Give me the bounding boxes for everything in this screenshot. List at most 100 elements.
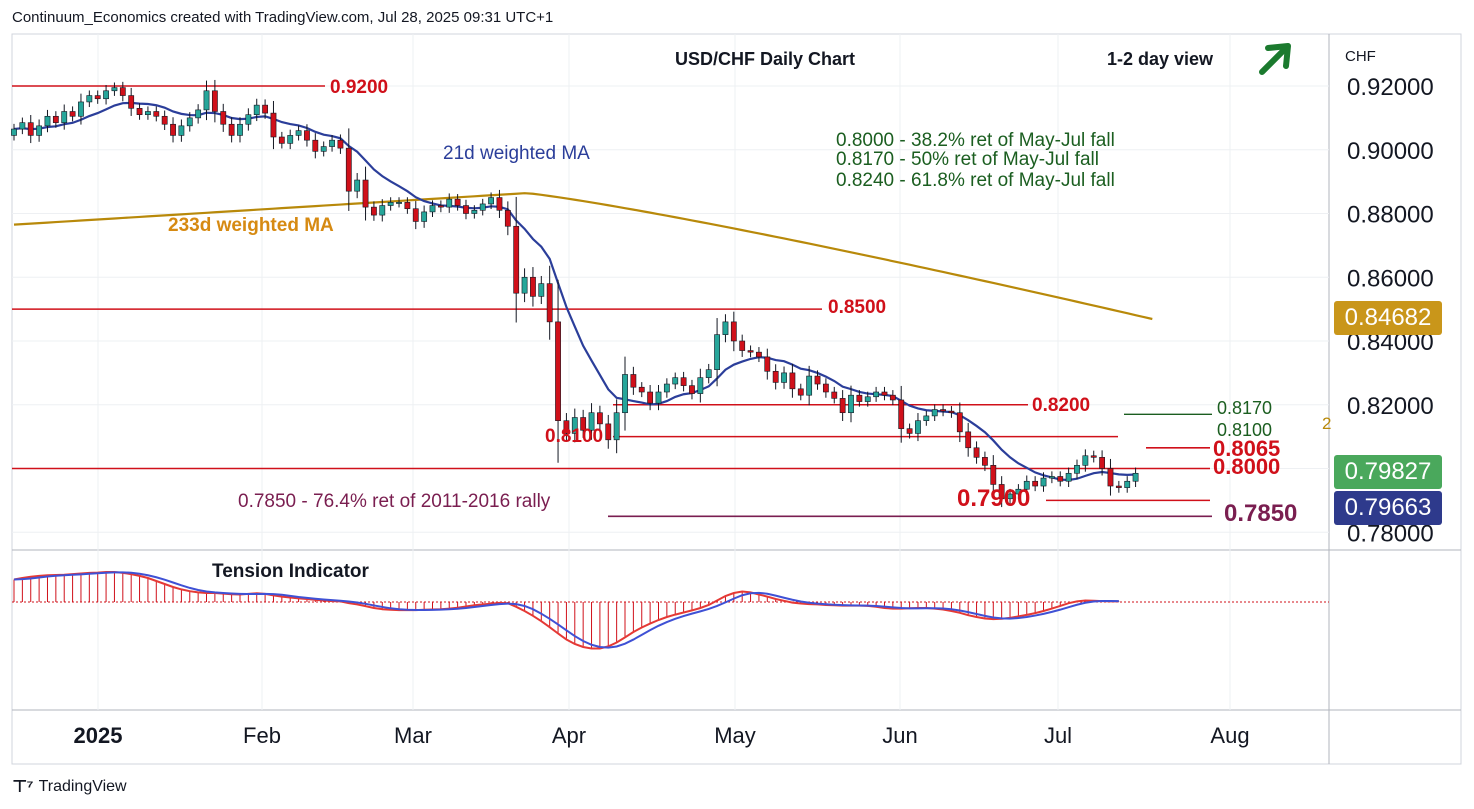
candle-body (128, 95, 135, 109)
candle-body (36, 125, 43, 136)
candle-body (998, 484, 1005, 500)
candle-body (982, 457, 988, 466)
grid-lines (12, 34, 1329, 710)
price-tick-label: 0.86000 (1347, 265, 1434, 292)
candle-body (789, 372, 796, 390)
candle-body (521, 276, 528, 294)
candle-body (555, 321, 561, 421)
candle-body (705, 369, 712, 378)
candle-body (437, 205, 444, 208)
candle-body (329, 139, 335, 147)
candle-body (488, 197, 494, 205)
time-axis: 2025 Feb Mar Apr May Jun Jul Aug (74, 723, 1250, 748)
candle-body (580, 417, 587, 431)
candle-body (772, 370, 779, 383)
candlesticks (11, 79, 1139, 508)
right-label-0.7850: 0.7850 (1224, 500, 1297, 527)
candle-body (831, 391, 838, 399)
price-label-233ma: 0.84682 (1334, 301, 1442, 335)
right-label-0.8100: 0.8100 (1217, 420, 1272, 440)
support-resistance-levels (12, 85, 1212, 518)
up-right-arrow-icon (1259, 43, 1291, 75)
candle-body (278, 136, 285, 144)
note-1: 0.8000 - 38.2% ret of May-Jul fall (836, 130, 1115, 151)
price-label-last: 0.79827 (1334, 455, 1442, 489)
candle-body (956, 412, 963, 433)
candle-body (764, 356, 771, 372)
chart-frame (11, 33, 1462, 765)
candle-body (898, 399, 905, 429)
footer-brand[interactable]: TradingView (38, 778, 127, 795)
footer: ⊤⁷ TradingView (12, 777, 127, 797)
candle-body (630, 374, 637, 388)
candle-body (797, 388, 804, 396)
right-label-0.7900: 0.7900 (957, 485, 1030, 512)
candle-body (1065, 472, 1072, 482)
indicator-slow-line (13, 571, 1119, 649)
candle-body (496, 197, 503, 211)
candle-body (596, 412, 603, 425)
time-tick-label: Jun (882, 723, 917, 748)
candle-body (781, 372, 787, 383)
price-label-21ma: 0.79663 (1334, 491, 1442, 525)
candle-body (722, 321, 729, 335)
price-tick-label: 0.90000 (1347, 138, 1434, 165)
candle-body (1090, 455, 1097, 458)
candle-body (588, 412, 595, 431)
candle-body (103, 90, 109, 100)
candle-body (881, 391, 888, 396)
candle-body (538, 283, 545, 297)
candle-body (814, 375, 821, 385)
candle-body (295, 130, 302, 136)
candle-body (973, 447, 980, 458)
candle-body (19, 122, 26, 130)
right-label-0.8000: 0.8000 (1213, 454, 1280, 479)
candle-body (1124, 480, 1131, 488)
candle-body (94, 95, 101, 100)
candle-body (571, 417, 578, 434)
candle-body (1074, 465, 1080, 474)
right-label-0.8170: 0.8170 (1217, 398, 1272, 418)
candle-body (689, 385, 695, 394)
time-tick-label: Apr (552, 723, 586, 748)
candle-body (354, 179, 361, 192)
candle-body (270, 112, 277, 138)
candle-body (1099, 457, 1105, 469)
time-tick-label: 2025 (74, 723, 123, 748)
currency-label: CHF (1345, 48, 1376, 65)
candle-body (61, 111, 68, 123)
ma-233-path (13, 192, 1153, 321)
candle-body (822, 383, 829, 393)
candle-body (1040, 477, 1047, 487)
candle-body (697, 377, 704, 394)
candle-body (78, 101, 84, 117)
level-0.7850-label: 0.7850 - 76.4% ret of 2011-2016 rally (238, 491, 551, 512)
candle-body (1082, 455, 1089, 466)
level-0.8100-label: 0.8100 (545, 426, 603, 447)
candle-body (940, 409, 946, 412)
candle-body (479, 203, 486, 211)
candle-body (119, 87, 126, 96)
candle-body (1015, 488, 1022, 495)
candle-body (170, 123, 176, 136)
candle-body (312, 139, 319, 152)
candle-body (990, 465, 997, 485)
candle-body (680, 377, 687, 386)
candle-body (915, 420, 921, 434)
chart-title: USD/CHF Daily Chart (675, 49, 855, 69)
candle-body (463, 205, 469, 214)
partial-ma-label: 2 (1322, 414, 1331, 433)
candle-body (153, 111, 160, 117)
candle-body (362, 179, 369, 208)
candle-body (613, 412, 620, 441)
candle-body (672, 377, 679, 385)
candle-body (203, 90, 210, 111)
candle-body (145, 111, 151, 115)
candle-body (931, 409, 938, 417)
candle-body (421, 211, 428, 222)
time-tick-label: Feb (243, 723, 281, 748)
candle-body (429, 205, 436, 213)
note-3: 0.8240 - 61.8% ret of May-Jul fall (836, 170, 1115, 191)
price-tick-label: 0.92000 (1347, 74, 1434, 101)
